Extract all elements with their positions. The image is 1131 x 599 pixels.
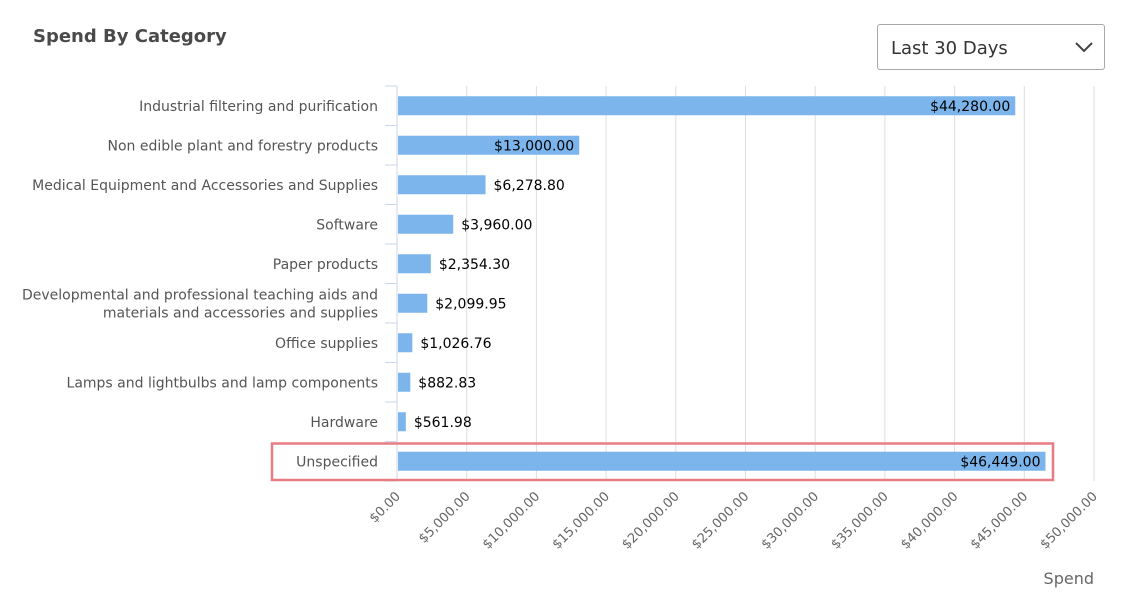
y-tick-label: Hardware: [310, 415, 378, 431]
data-label: $2,354.30: [439, 257, 510, 273]
x-tick-label: $50,000.00: [1038, 489, 1101, 552]
bar[interactable]: [398, 293, 428, 313]
x-tick-label: $45,000.00: [968, 489, 1031, 552]
date-range-dropdown[interactable]: Last 30 Days: [877, 24, 1105, 70]
y-tick-label: Industrial filtering and purification: [139, 99, 378, 115]
data-label: $3,960.00: [461, 217, 532, 233]
x-tick-label: $5,000.00: [416, 489, 473, 546]
bar[interactable]: [398, 214, 454, 234]
bar[interactable]: [398, 96, 1016, 116]
bar[interactable]: [398, 372, 411, 392]
x-tick-label: $20,000.00: [619, 489, 682, 552]
y-tick-label: Developmental and professional teaching …: [22, 287, 378, 321]
bar[interactable]: [398, 135, 580, 155]
x-tick-label: $0.00: [367, 489, 404, 526]
bar[interactable]: [398, 254, 431, 274]
data-label: $44,280.00: [930, 99, 1010, 115]
x-tick-label: $40,000.00: [898, 489, 961, 552]
bar[interactable]: [398, 175, 486, 195]
data-label: $13,000.00: [494, 138, 574, 154]
date-range-value: Last 30 Days: [891, 38, 1008, 59]
data-label: $2,099.95: [435, 296, 506, 312]
y-tick-label: Office supplies: [275, 336, 378, 352]
data-label: $1,026.76: [420, 336, 491, 352]
y-tick-label: Non edible plant and forestry products: [107, 138, 378, 154]
y-tick-label: Medical Equipment and Accessories and Su…: [32, 178, 378, 194]
bar[interactable]: [398, 451, 1046, 471]
data-label: $882.83: [418, 375, 476, 391]
bar[interactable]: [398, 412, 406, 432]
x-tick-label: $35,000.00: [828, 489, 891, 552]
highlight-box: [270, 442, 1055, 482]
y-tick-label: Paper products: [273, 257, 378, 273]
x-tick-label: $15,000.00: [550, 489, 613, 552]
x-tick-label: $10,000.00: [480, 489, 543, 552]
x-tick-label: $30,000.00: [759, 489, 822, 552]
bar[interactable]: [398, 333, 413, 353]
y-tick-label: Software: [316, 217, 378, 233]
data-label: $46,449.00: [960, 454, 1040, 470]
y-tick-label: Unspecified: [296, 454, 378, 470]
data-label: $561.98: [414, 415, 472, 431]
x-axis-title: Spend: [1044, 569, 1094, 588]
chart-title: Spend By Category: [33, 26, 227, 47]
x-tick-label: $25,000.00: [689, 489, 752, 552]
y-tick-label: Lamps and lightbulbs and lamp components: [67, 375, 378, 391]
data-label: $6,278.80: [494, 178, 565, 194]
chevron-down-icon: [1075, 42, 1093, 53]
